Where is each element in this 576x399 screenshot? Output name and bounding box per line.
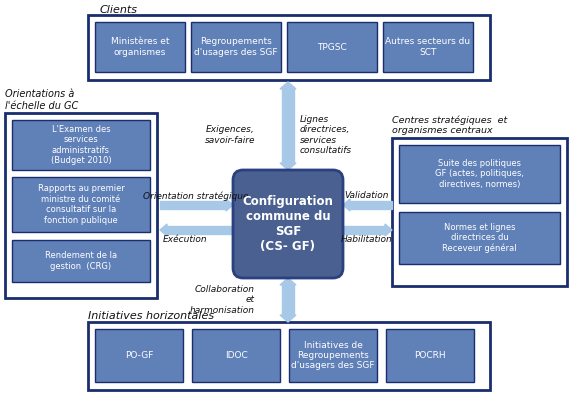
Polygon shape (280, 315, 296, 322)
Bar (192, 329, 280, 382)
Bar (289, 329, 377, 382)
Text: Rendement de la
gestion  (CRG): Rendement de la gestion (CRG) (45, 251, 117, 271)
Text: Initiatives de
Regroupements
d'usagers des SGF: Initiatives de Regroupements d'usagers d… (291, 341, 375, 370)
Text: Autres secteurs du
SCT: Autres secteurs du SCT (385, 37, 471, 57)
Polygon shape (280, 82, 296, 89)
Text: Normes et lignes
directrices du
Receveur général: Normes et lignes directrices du Receveur… (442, 223, 517, 253)
Bar (95, 22, 185, 72)
Text: POCRH: POCRH (414, 351, 446, 360)
Text: Initiatives horizontales: Initiatives horizontales (88, 311, 214, 321)
Text: IDOC: IDOC (225, 351, 247, 360)
Text: Ministères et
organismes: Ministères et organismes (111, 37, 169, 57)
Bar (12, 120, 150, 170)
Bar (399, 145, 560, 203)
Bar (88, 15, 490, 80)
Text: Orientations à
l'échelle du GC: Orientations à l'échelle du GC (5, 89, 78, 111)
Bar (399, 212, 560, 264)
Text: Orientation stratégique: Orientation stratégique (143, 191, 249, 201)
Bar (383, 22, 473, 72)
FancyBboxPatch shape (233, 170, 343, 278)
Polygon shape (280, 278, 296, 285)
Text: Validation: Validation (345, 192, 389, 201)
Text: Configuration
commune du
SGF
(CS- GF): Configuration commune du SGF (CS- GF) (242, 195, 334, 253)
Text: Exigences,
savoir-faire: Exigences, savoir-faire (204, 125, 255, 145)
Polygon shape (343, 199, 350, 211)
Polygon shape (343, 226, 385, 234)
Text: Lignes
directrices,
services
consultatifs: Lignes directrices, services consultatif… (300, 115, 352, 155)
Text: Exécution: Exécution (162, 235, 207, 245)
Bar (12, 240, 150, 282)
Text: L'Examen des
services
administratifs
(Budget 2010): L'Examen des services administratifs (Bu… (51, 125, 111, 165)
Bar (95, 329, 183, 382)
Bar (191, 22, 281, 72)
Text: Rapports au premier
ministre du comité
consultatif sur la
fonction publique: Rapports au premier ministre du comité c… (37, 184, 124, 225)
Text: Collaboration
et
harmonisation: Collaboration et harmonisation (190, 285, 255, 315)
Polygon shape (280, 163, 296, 170)
Text: Regroupements
d'usagers des SGF: Regroupements d'usagers des SGF (194, 37, 278, 57)
Polygon shape (167, 226, 233, 234)
Polygon shape (160, 224, 167, 236)
Polygon shape (226, 199, 233, 211)
Polygon shape (385, 224, 392, 236)
Bar (12, 177, 150, 232)
Text: TPGSC: TPGSC (317, 43, 347, 51)
Bar (5, 113, 157, 298)
Polygon shape (282, 89, 294, 163)
Text: Centres stratégiques  et
organismes centraux: Centres stratégiques et organismes centr… (392, 115, 507, 135)
Bar (287, 22, 377, 72)
Text: Habilitation: Habilitation (341, 235, 393, 245)
Polygon shape (160, 201, 226, 209)
Bar (88, 322, 490, 390)
Text: Suite des politiques
GF (actes, politiques,
directives, normes): Suite des politiques GF (actes, politiqu… (435, 159, 524, 189)
Polygon shape (282, 285, 294, 315)
Bar (386, 329, 474, 382)
Polygon shape (350, 201, 392, 209)
Bar (392, 138, 567, 286)
Text: Clients: Clients (100, 5, 138, 15)
Text: PO-GF: PO-GF (125, 351, 153, 360)
